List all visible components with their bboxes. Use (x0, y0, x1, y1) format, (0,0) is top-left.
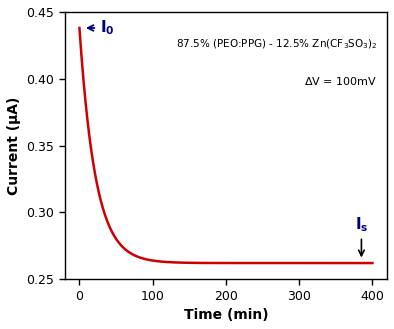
X-axis label: Time (min): Time (min) (184, 308, 268, 322)
Text: $\mathbf{I_0}$: $\mathbf{I_0}$ (88, 19, 115, 37)
Text: $\Delta$V = 100mV: $\Delta$V = 100mV (304, 75, 377, 88)
Text: 87.5% (PEO:PPG) - 12.5% Zn(CF$_3$SO$_3$)$_2$: 87.5% (PEO:PPG) - 12.5% Zn(CF$_3$SO$_3$)… (176, 37, 377, 51)
Y-axis label: Current (μA): Current (μA) (7, 96, 21, 195)
Text: $\mathbf{I_s}$: $\mathbf{I_s}$ (355, 215, 368, 256)
